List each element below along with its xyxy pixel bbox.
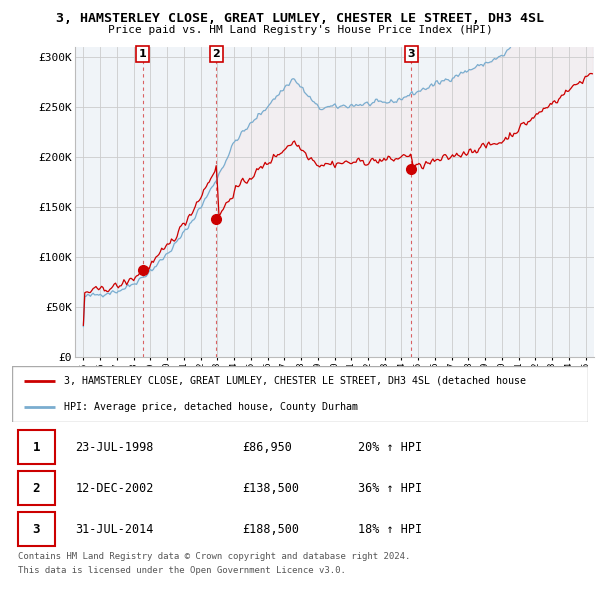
Text: 2: 2 — [212, 49, 220, 59]
Text: 36% ↑ HPI: 36% ↑ HPI — [358, 481, 422, 495]
Text: 1: 1 — [33, 441, 40, 454]
Text: 12-DEC-2002: 12-DEC-2002 — [76, 481, 154, 495]
Text: £138,500: £138,500 — [242, 481, 299, 495]
Text: 23-JUL-1998: 23-JUL-1998 — [76, 441, 154, 454]
Text: £188,500: £188,500 — [242, 523, 299, 536]
Bar — [18, 430, 55, 464]
Text: 3, HAMSTERLEY CLOSE, GREAT LUMLEY, CHESTER LE STREET, DH3 4SL (detached house: 3, HAMSTERLEY CLOSE, GREAT LUMLEY, CHEST… — [64, 376, 526, 386]
Text: 3: 3 — [407, 49, 415, 59]
Text: 1: 1 — [139, 49, 146, 59]
Text: £86,950: £86,950 — [242, 441, 292, 454]
Bar — [18, 512, 55, 546]
Text: HPI: Average price, detached house, County Durham: HPI: Average price, detached house, Coun… — [64, 402, 358, 412]
Text: 18% ↑ HPI: 18% ↑ HPI — [358, 523, 422, 536]
Text: 3: 3 — [33, 523, 40, 536]
Text: 3, HAMSTERLEY CLOSE, GREAT LUMLEY, CHESTER LE STREET, DH3 4SL: 3, HAMSTERLEY CLOSE, GREAT LUMLEY, CHEST… — [56, 12, 544, 25]
Text: 20% ↑ HPI: 20% ↑ HPI — [358, 441, 422, 454]
Bar — [18, 471, 55, 505]
Text: Contains HM Land Registry data © Crown copyright and database right 2024.: Contains HM Land Registry data © Crown c… — [18, 552, 410, 561]
Text: This data is licensed under the Open Government Licence v3.0.: This data is licensed under the Open Gov… — [18, 566, 346, 575]
Text: 31-JUL-2014: 31-JUL-2014 — [76, 523, 154, 536]
Text: 2: 2 — [33, 481, 40, 495]
Text: Price paid vs. HM Land Registry's House Price Index (HPI): Price paid vs. HM Land Registry's House … — [107, 25, 493, 35]
